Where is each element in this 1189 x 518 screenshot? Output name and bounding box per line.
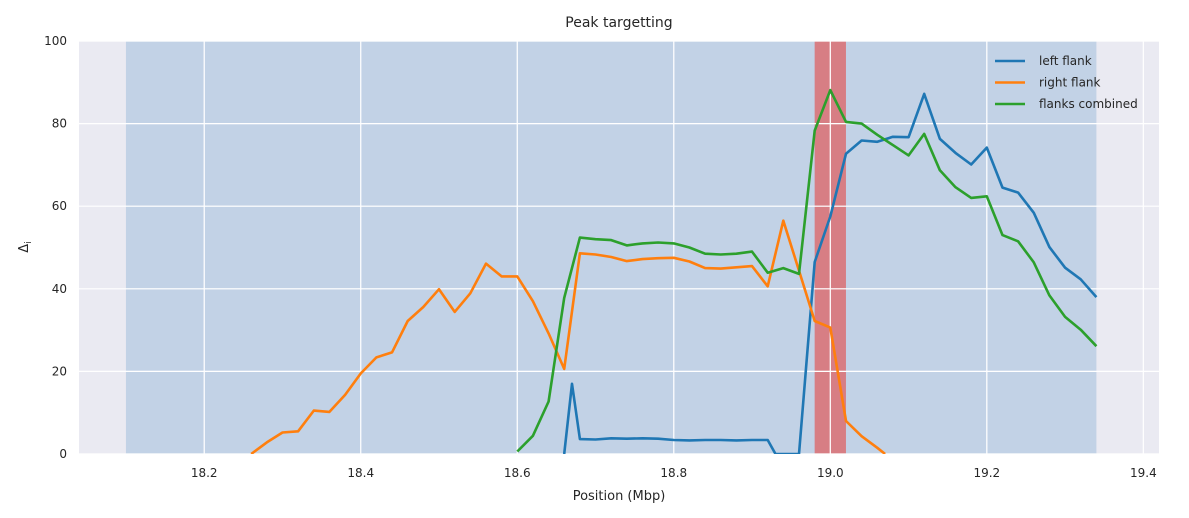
x-tick-label: 18.2	[191, 466, 218, 480]
x-tick-label: 19.2	[973, 466, 1000, 480]
chart-title: Peak targetting	[565, 15, 672, 31]
x-tick-label: 18.8	[660, 466, 687, 480]
x-tick-label: 19.0	[817, 466, 844, 480]
legend-label: right flank	[1039, 76, 1101, 90]
x-tick-label: 19.4	[1130, 466, 1157, 480]
shaded-regions	[125, 41, 1097, 454]
y-tick-labels: 0 20 40 60 80 100	[44, 34, 67, 461]
grid	[79, 40, 1159, 455]
shaded-region-0	[125, 41, 1097, 454]
y-tick-label: 80	[52, 117, 67, 131]
legend-label: flanks combined	[1039, 97, 1138, 111]
y-tick-label: 20	[52, 364, 67, 378]
y-axis-label: Δi	[17, 241, 34, 252]
series-line-left-flank	[562, 92, 1098, 454]
x-tick-label: 18.4	[347, 466, 374, 480]
y-axis-label-main: Δ	[17, 244, 32, 253]
series-lines	[250, 88, 1098, 454]
legend-label: left flank	[1039, 54, 1092, 68]
y-tick-label: 60	[52, 199, 67, 213]
x-tick-label: 18.6	[504, 466, 531, 480]
x-axis-label: Position (Mbp)	[573, 489, 666, 504]
legend: left flank right flank flanks combined	[995, 54, 1138, 111]
grid-overlay	[79, 40, 1159, 455]
y-tick-label: 0	[59, 447, 67, 461]
y-axis-label-subscript: i	[24, 241, 34, 244]
series-line-flanks-combined	[516, 88, 1098, 453]
y-tick-label: 40	[52, 282, 67, 296]
y-tick-label: 100	[44, 34, 67, 48]
x-tick-labels: 18.2 18.4 18.6 18.8 19.0 19.2 19.4	[191, 466, 1157, 480]
series-line-right-flank	[250, 219, 886, 454]
